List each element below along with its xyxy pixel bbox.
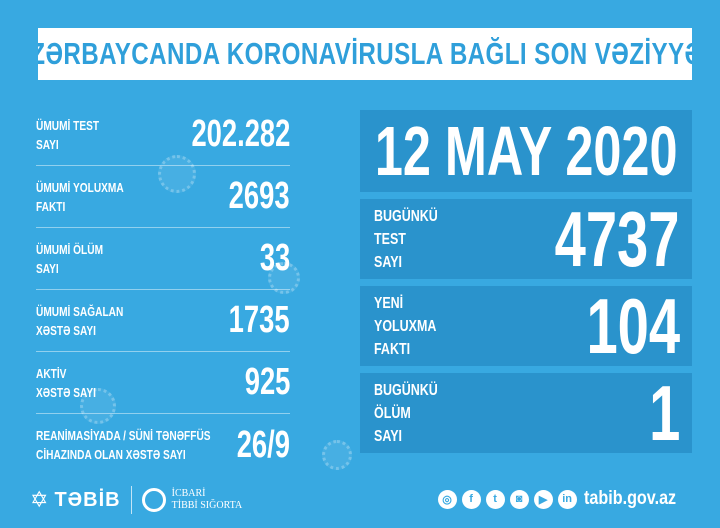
box-label: BUGÜNKÜ TEST SAYI (374, 205, 468, 274)
website-link[interactable]: tabib.gov.az (583, 488, 676, 509)
label-line: YOLUXMA (374, 317, 437, 335)
row-label: ÜMUMİ YOLUXMA FAKTI (36, 178, 208, 216)
daily-tests-box: BUGÜNKÜ TEST SAYI 4737 (360, 195, 692, 283)
web-icon[interactable]: ◎ (437, 489, 457, 509)
row-value: 1735 (229, 299, 290, 341)
date-box: 12 MAY 2020 (360, 110, 692, 192)
linkedin-icon[interactable]: in (557, 489, 577, 509)
total-recovered-row: ÜMUMİ SAĞALAN XƏSTƏ SAYI 1735 (36, 290, 290, 352)
instagram-icon[interactable]: ◙ (509, 489, 529, 509)
row-label: AKTİV XƏSTƏ SAYI (36, 364, 208, 402)
tabib-logo-text: TƏBİB (54, 488, 121, 511)
label-line: SAYI (36, 260, 59, 276)
insurance-line: TİBBİ SIĞORTA (171, 500, 243, 511)
box-value: 1 (648, 368, 680, 457)
label-line: BUGÜNKÜ (374, 381, 438, 399)
label-line: ÜMUMİ YOLUXMA (36, 179, 124, 195)
label-line: AKTİV (36, 365, 67, 381)
row-value: 925 (244, 361, 290, 403)
label-line: ÜMUMİ TEST (36, 117, 100, 133)
virus-decoration (158, 155, 196, 193)
daily-cases-box: YENİ YOLUXMA FAKTI 104 (360, 282, 692, 370)
row-label: REANİMASİYADA / SÜNİ TƏNƏFFÜS CİHAZINDA O… (36, 426, 211, 464)
label-line: ÜMUMİ SAĞALAN (36, 303, 124, 319)
label-line: ÖLÜM (374, 404, 411, 422)
label-line: REANİMASİYADA / SÜNİ TƏNƏFFÜS (36, 428, 211, 443)
box-label: BUGÜNKÜ ÖLÜM SAYI (374, 379, 468, 448)
label-line: FAKTI (36, 198, 66, 214)
tabib-star-icon: ✡ (30, 487, 49, 512)
insurance-logo-icon (141, 488, 166, 512)
row-label: ÜMUMİ TEST SAYI (36, 116, 208, 154)
box-value: 4737 (555, 194, 680, 283)
box-label: YENİ YOLUXMA FAKTI (374, 292, 468, 361)
date-text: 12 MAY 2020 (374, 112, 678, 190)
insurance-logo-text: İCBARİ TİBBİ SIĞORTA (172, 488, 243, 512)
daily-deaths-box: BUGÜNKÜ ÖLÜM SAYI 1 (360, 369, 692, 457)
total-cases-row: ÜMUMİ YOLUXMA FAKTI 2693 (36, 166, 290, 228)
label-line: XƏSTƏ SAYI (36, 384, 96, 400)
page-title: AZƏRBAYCANDA KORONAVİRUSLA BAĞLI SON VƏZ… (38, 36, 692, 71)
label-line: SAYI (374, 427, 402, 445)
label-line: ÜMUMİ ÖLÜM (36, 241, 104, 257)
insurance-line: İCBARİ (171, 488, 206, 499)
footer-logos: ✡ TƏBİB İCBARİ TİBBİ SIĞORTA (30, 486, 242, 514)
label-line: BUGÜNKÜ (374, 207, 438, 225)
row-value: 33 (259, 237, 290, 279)
label-line: FAKTI (374, 340, 411, 358)
row-value: 26/9 (236, 423, 290, 466)
icu-ventilator-row: REANİMASİYADA / SÜNİ TƏNƏFFÜS CİHAZINDA O… (36, 414, 290, 476)
label-line: SAYI (374, 253, 402, 271)
label-line: SAYI (36, 136, 59, 152)
row-label: ÜMUMİ SAĞALAN XƏSTƏ SAYI (36, 302, 208, 340)
virus-decoration (268, 262, 300, 294)
youtube-icon[interactable]: ▶ (533, 489, 553, 509)
totals-list: ÜMUMİ TEST SAYI 202.282 ÜMUMİ YOLUXMA FAKTI… (36, 104, 290, 476)
divider (130, 486, 132, 514)
label-line: YENİ (374, 294, 404, 312)
total-tests-row: ÜMUMİ TEST SAYI 202.282 (36, 104, 290, 166)
box-value: 104 (586, 281, 680, 370)
active-cases-row: AKTİV XƏSTƏ SAYI 925 (36, 352, 290, 414)
row-label: ÜMUMİ ÖLÜM SAYI (36, 240, 208, 278)
title-banner: AZƏRBAYCANDA KORONAVİRUSLA BAĞLI SON VƏZ… (38, 28, 692, 80)
facebook-icon[interactable]: f (461, 489, 481, 509)
row-value: 2693 (229, 175, 290, 217)
label-line: CİHAZINDA OLAN XƏSTƏ SAYI (36, 447, 186, 462)
label-line: TEST (374, 230, 406, 248)
row-value: 202.282 (191, 113, 290, 155)
virus-decoration (80, 388, 116, 424)
label-line: XƏSTƏ SAYI (36, 322, 96, 338)
footer-social: ◎ f t ◙ ▶ in tabib.gov.az (437, 488, 692, 510)
total-deaths-row: ÜMUMİ ÖLÜM SAYI 33 (36, 228, 290, 290)
twitter-icon[interactable]: t (485, 489, 505, 509)
virus-decoration (322, 440, 352, 470)
